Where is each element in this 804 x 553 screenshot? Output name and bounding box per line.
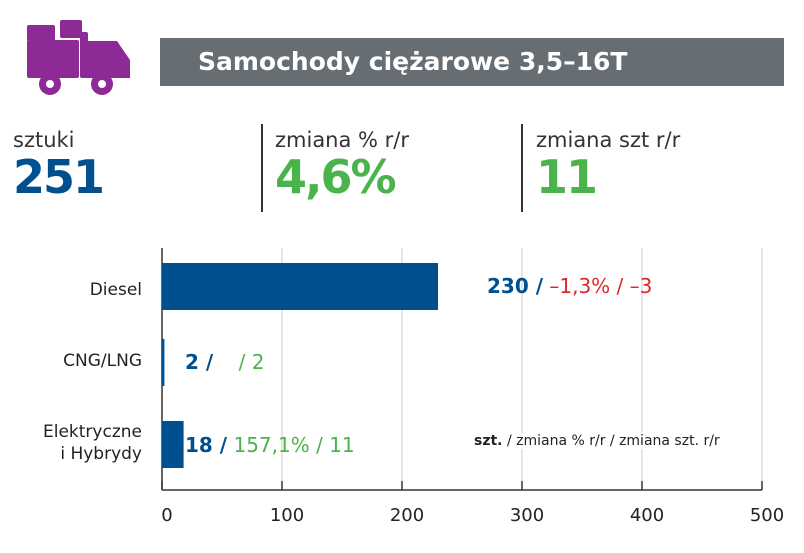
category-label-line: i Hybrydy (60, 444, 142, 464)
data-label-pct: –1,3% / (549, 274, 624, 298)
legend-bold: szt. (474, 433, 503, 449)
bar (162, 263, 438, 310)
kpi-value-pct: 4,6% (275, 150, 397, 204)
divider (521, 124, 523, 212)
data-label-count: 230 / (487, 274, 544, 298)
legend-rest: / zmiana % r/r / zmiana szt. r/r (502, 433, 720, 449)
x-tick-label: 200 (389, 505, 425, 526)
data-label: 230 / –1,3% / –3 (487, 274, 652, 298)
data-label-change: 11 (329, 433, 355, 457)
x-tick-label: 100 (269, 505, 305, 526)
bar (162, 421, 184, 468)
divider (261, 124, 263, 212)
page-title: Samochody ciężarowe 3,5–16T (160, 38, 784, 86)
truck-icon (27, 20, 130, 95)
data-label-pct: 157,1% / (233, 433, 323, 457)
kpi-label-units: sztuki (13, 128, 75, 152)
category-label-line: Elektryczne (43, 422, 142, 442)
x-tick-label: 300 (509, 505, 545, 526)
kpi-label-units-change: zmiana szt r/r (536, 128, 681, 152)
bar (162, 339, 165, 386)
x-tick-label: 400 (629, 505, 665, 526)
legend-note: szt. / zmiana % r/r / zmiana szt. r/r (470, 433, 724, 449)
data-label: 2 / / 2 (185, 350, 264, 374)
x-tick-label: 500 (749, 505, 785, 526)
category-label: Diesel (89, 280, 142, 300)
data-label-change: / 2 (238, 350, 265, 374)
category-label: Elektryczne i Hybrydy (2, 421, 142, 465)
kpi-value-units-change: 11 (536, 150, 598, 204)
data-label-change: –3 (629, 274, 653, 298)
data-label: 18 / 157,1% / 11 (185, 433, 355, 457)
data-label-count: 2 / (185, 350, 214, 374)
category-label: CNG/LNG (63, 351, 142, 371)
data-label-count: 18 / (185, 433, 228, 457)
kpi-value-units: 251 (13, 150, 105, 204)
x-tick-label: 0 (161, 505, 173, 526)
kpi-label-pct: zmiana % r/r (275, 128, 410, 152)
